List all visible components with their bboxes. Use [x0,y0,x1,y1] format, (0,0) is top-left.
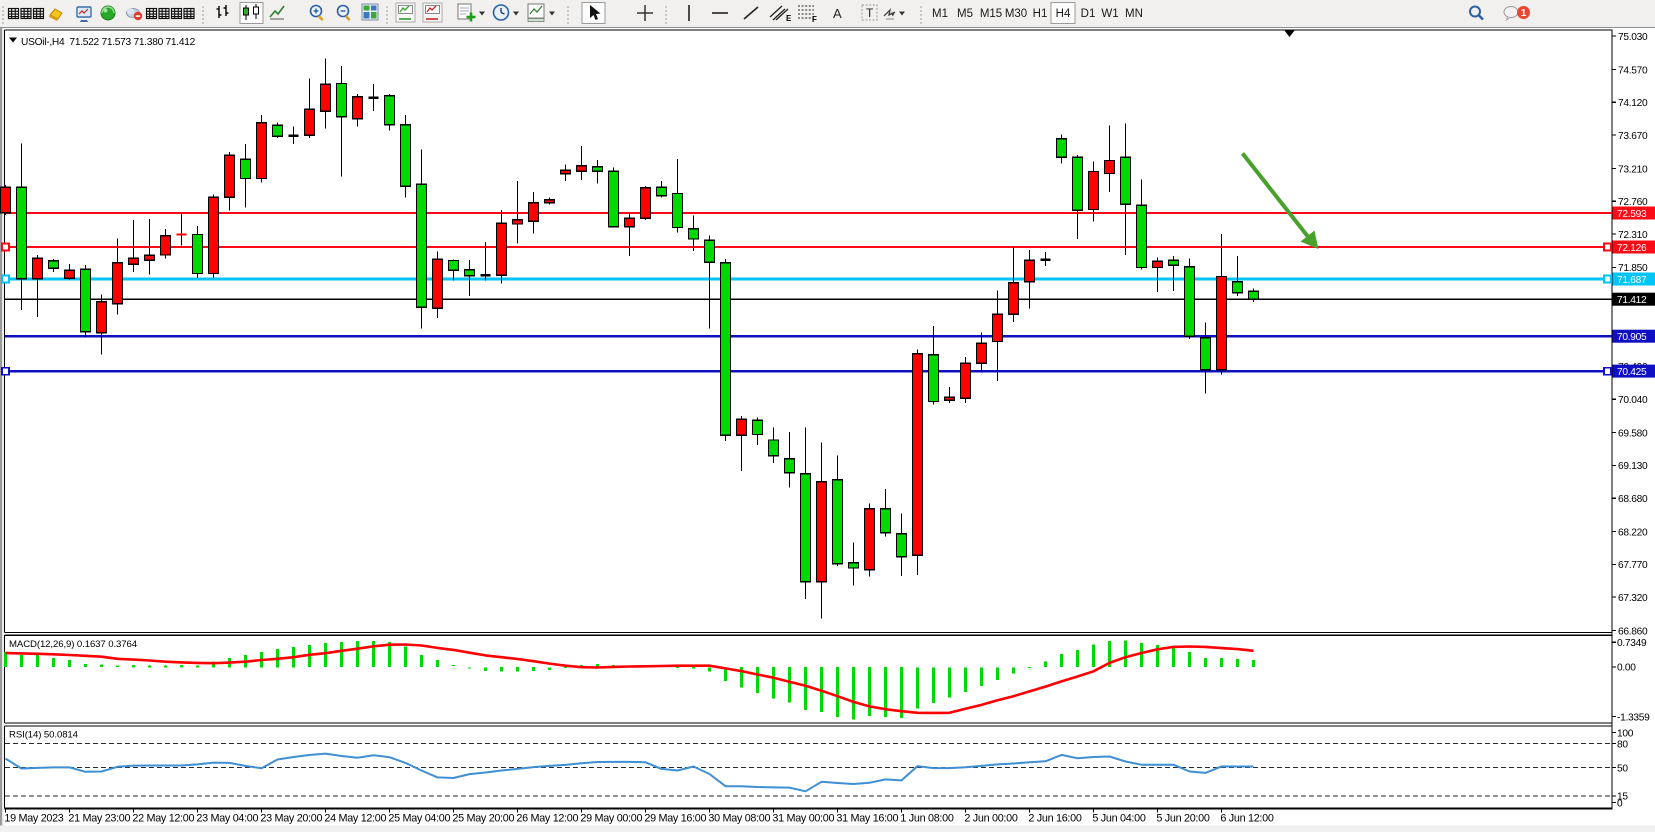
svg-text:24 May 12:00: 24 May 12:00 [324,813,386,825]
svg-text:68.220: 68.220 [1618,527,1648,538]
svg-text:31 May 00:00: 31 May 00:00 [772,813,834,825]
svg-text:E: E [786,14,792,23]
svg-text:2 Jun 16:00: 2 Jun 16:00 [1028,813,1081,825]
svg-text:31 May 16:00: 31 May 16:00 [836,813,898,825]
svg-text:68.680: 68.680 [1618,494,1648,505]
svg-text:71.412: 71.412 [1617,295,1647,306]
svg-text:72.593: 72.593 [1617,209,1647,220]
svg-text:50: 50 [1617,763,1628,774]
svg-text:80: 80 [1617,739,1628,750]
svg-text:0.7349: 0.7349 [1617,638,1647,649]
svg-text:30 May 08:00: 30 May 08:00 [708,813,770,825]
svg-text:75.030: 75.030 [1618,32,1648,43]
svg-text:0.00: 0.00 [1617,663,1636,674]
svg-text:100: 100 [1617,728,1634,739]
svg-text:23 May 04:00: 23 May 04:00 [196,813,258,825]
svg-text:70.905: 70.905 [1617,332,1647,343]
svg-text:23 May 20:00: 23 May 20:00 [260,813,322,825]
svg-text:M15: M15 [980,8,1002,20]
svg-text:5 Jun 20:00: 5 Jun 20:00 [1156,813,1209,825]
svg-text:73.210: 73.210 [1618,164,1648,175]
svg-text:70.040: 70.040 [1618,395,1648,406]
svg-text:-1.3359: -1.3359 [1617,712,1650,723]
svg-text:0: 0 [1617,798,1623,809]
svg-text:15: 15 [1617,792,1628,803]
svg-text:M30: M30 [1005,8,1027,20]
svg-text:69.130: 69.130 [1618,461,1648,472]
svg-text:66.860: 66.860 [1618,626,1648,637]
svg-text:19 May 2023: 19 May 2023 [4,813,63,825]
svg-text:2 Jun 00:00: 2 Jun 00:00 [964,813,1017,825]
svg-text:D1: D1 [1081,8,1096,20]
svg-text:22 May 12:00: 22 May 12:00 [132,813,194,825]
svg-text:M1: M1 [932,8,948,20]
svg-text:F: F [812,15,817,24]
svg-text:H4: H4 [1056,8,1071,20]
svg-text:73.670: 73.670 [1618,131,1648,142]
svg-text:74.570: 74.570 [1618,65,1648,76]
svg-text:69.580: 69.580 [1618,428,1648,439]
svg-text:5 Jun 04:00: 5 Jun 04:00 [1092,813,1145,825]
svg-text:67.320: 67.320 [1618,593,1648,604]
svg-text:A: A [833,6,842,21]
svg-text:25 May 04:00: 25 May 04:00 [388,813,450,825]
svg-text:72.310: 72.310 [1618,230,1648,241]
svg-text:1: 1 [1521,7,1527,19]
svg-text:70.425: 70.425 [1617,367,1647,378]
svg-text:RSI(14) 50.0814: RSI(14) 50.0814 [9,730,79,741]
svg-text:71.850: 71.850 [1618,263,1648,274]
svg-text:H1: H1 [1033,8,1048,20]
svg-text:72.126: 72.126 [1617,243,1647,254]
svg-text:67.770: 67.770 [1618,560,1648,571]
svg-text:29 May 16:00: 29 May 16:00 [644,813,706,825]
svg-text:71.687: 71.687 [1617,275,1647,286]
svg-text:MN: MN [1125,8,1143,20]
svg-text:MACD(12,26,9) 0.1637 0.3764: MACD(12,26,9) 0.1637 0.3764 [9,639,138,650]
svg-text:T: T [866,6,874,20]
svg-text:W1: W1 [1101,8,1118,20]
svg-text:72.760: 72.760 [1618,197,1648,208]
svg-text:1 Jun 08:00: 1 Jun 08:00 [900,813,953,825]
svg-text:21 May 23:00: 21 May 23:00 [68,813,130,825]
svg-text:USOil-,H4 71.522 71.573 71.38: USOil-,H4 71.522 71.573 71.380 71.412 [21,37,196,48]
svg-text:25 May 20:00: 25 May 20:00 [452,813,514,825]
svg-text:29 May 00:00: 29 May 00:00 [580,813,642,825]
svg-text:M5: M5 [957,8,973,20]
svg-text:74.120: 74.120 [1618,98,1648,109]
svg-text:26 May 12:00: 26 May 12:00 [516,813,578,825]
svg-text:6 Jun 12:00: 6 Jun 12:00 [1220,813,1273,825]
